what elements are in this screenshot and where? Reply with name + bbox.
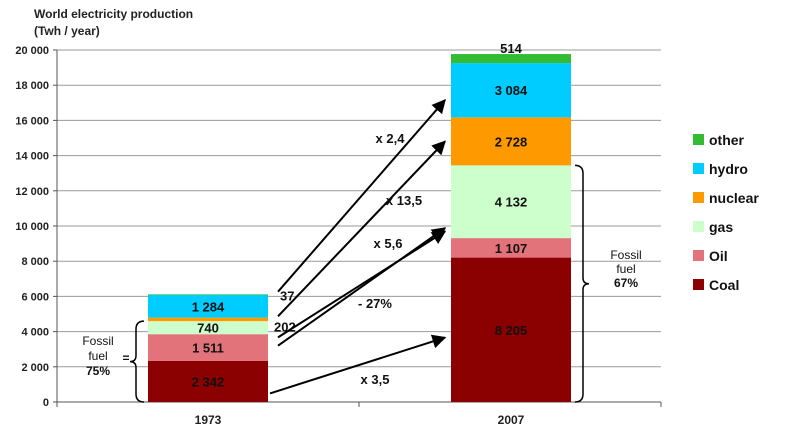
bar-coal-1973: [148, 360, 268, 402]
bar-hydro-1973: [148, 295, 268, 318]
y-tick-label: 18 000: [15, 80, 49, 92]
bar-hydro-2007: [451, 63, 571, 118]
bar-other-2007: [451, 54, 571, 64]
data-label-other-2007: 514: [500, 41, 522, 56]
y-tick-label: 20 000: [15, 45, 49, 57]
data-label-coal-1973: 2 342: [192, 374, 225, 389]
bar-other-1973: [148, 294, 268, 296]
legend-swatch-hydro: [693, 163, 704, 174]
bar-gas-1973: [148, 321, 268, 335]
data-label-coal-2007: 8 205: [495, 323, 528, 338]
fossil-brace-2007: [574, 164, 590, 403]
legend-label-nuclear: nuclear: [709, 190, 759, 206]
growth-arrow-oil: [269, 334, 447, 395]
legend-label-hydro: hydro: [709, 161, 748, 177]
data-label-gas-1973: 740: [197, 321, 219, 336]
legend-label-coal: Coal: [709, 277, 739, 293]
bar-nuclear-2007: [451, 117, 571, 166]
x-tick-label: 1973: [195, 413, 222, 427]
y-tick-label: 4 000: [21, 327, 49, 339]
fossil-label-2007: 67%: [614, 276, 638, 290]
growth-arrow-hydro: [277, 140, 446, 317]
y-tick-label: 2 000: [21, 362, 49, 374]
growth-label-nuclear: x 5,6: [374, 236, 403, 251]
growth-label-hydro: x 13,5: [386, 193, 422, 208]
legend-swatch-nuclear: [693, 192, 704, 203]
fossil-label-2007: fuel: [616, 262, 635, 276]
bar-oil-1973: [148, 334, 268, 361]
y-tick-label: 6 000: [21, 291, 49, 303]
axes: 0 2 000 4 000 6 000 8 000 10 000 12 000 14 000 1…: [15, 45, 662, 427]
bar-coal-2007: [451, 257, 571, 402]
bar-gas-2007: [451, 165, 571, 239]
y-tick-label: 16 000: [15, 115, 49, 127]
data-label-other-1973: 37: [280, 289, 294, 304]
fossil-label-2007: Fossil: [610, 248, 641, 262]
growth-arrow-nuclear: [277, 230, 447, 339]
x-tick-label: 2007: [498, 413, 525, 427]
chart-title: World electricity production: [34, 7, 193, 21]
legend-label-gas: gas: [709, 219, 733, 235]
growth-label-other: x 2,4: [376, 131, 406, 146]
legend-swatch-gas: [693, 221, 704, 232]
legend-swatch-other: [693, 134, 704, 145]
y-tick-label: 10 000: [15, 221, 49, 233]
y-tick-label: 8 000: [21, 256, 49, 268]
data-label-oil-1973: 1 511: [192, 340, 224, 355]
fossil-brace-1973: [129, 320, 145, 403]
growth-label-oil: x 3,5: [361, 372, 390, 387]
data-label-hydro-1973: 1 284: [192, 299, 225, 314]
fossil-label-1973: 75%: [86, 364, 110, 378]
growth-label-gas: - 27%: [358, 296, 392, 311]
growth-arrows: x 2,4 x 13,5 x 5,6 - 27% x 3,5: [269, 99, 447, 395]
bar-nuclear-1973: [148, 317, 268, 322]
y-tick-label: 0: [43, 397, 49, 409]
fossil-label-1973: fuel: [88, 349, 107, 363]
data-label-hydro-2007: 3 084: [495, 83, 528, 98]
data-label-oil-2007: 1 107: [495, 241, 528, 256]
data-label-nuclear-2007: 2 728: [495, 134, 528, 149]
growth-arrow-other: [277, 99, 446, 293]
legend: other hydro nuclear gas Oil Coal: [693, 132, 759, 293]
data-label-gas-2007: 4 132: [495, 195, 528, 210]
bar-oil-2007: [451, 238, 571, 258]
y-tick-label: 14 000: [15, 151, 49, 163]
legend-swatch-coal: [693, 279, 704, 290]
legend-label-oil: Oil: [709, 248, 728, 264]
chart-subtitle: (Twh / year): [34, 24, 100, 38]
legend-label-other: other: [709, 132, 745, 148]
fossil-equals: =: [122, 351, 129, 365]
legend-swatch-oil: [693, 250, 704, 261]
y-tick-label: 12 000: [15, 186, 49, 198]
fossil-label-1973: Fossil: [82, 334, 113, 348]
growth-arrow-gas: [277, 227, 447, 347]
